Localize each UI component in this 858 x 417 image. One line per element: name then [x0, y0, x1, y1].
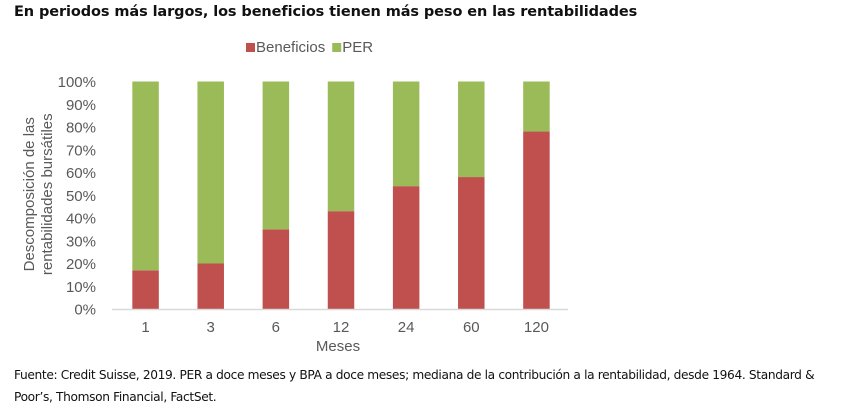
source-note: Fuente: Credit Suisse, 2019. PER a doce … — [14, 368, 815, 404]
bar-beneficios-6 — [262, 229, 290, 309]
legend-label-beneficios: Beneficios — [256, 39, 325, 56]
y-tick-label: 20% — [66, 256, 96, 273]
y-tick-label: 80% — [66, 120, 96, 137]
y-tick-label: 30% — [66, 233, 96, 250]
bar-beneficios-120 — [523, 131, 550, 309]
bar-per-120 — [523, 81, 550, 132]
x-axis-label: Meses — [316, 338, 360, 355]
bar-beneficios-3 — [197, 263, 224, 309]
x-tick-label: 120 — [524, 319, 549, 336]
x-tick-label: 6 — [272, 319, 280, 336]
x-tick-label: 12 — [333, 319, 350, 336]
y-tick-label: 40% — [66, 211, 96, 228]
bar-beneficios-60 — [458, 177, 485, 309]
y-axis-label-line: rentabilidades bursátiles — [39, 113, 56, 275]
bar-beneficios-12 — [327, 211, 355, 309]
y-tick-label: 0% — [74, 302, 96, 319]
y-tick-label: 100% — [58, 74, 96, 91]
chart-title: En periodos más largos, los beneficios t… — [14, 4, 638, 20]
x-tick-label: 3 — [207, 319, 215, 336]
bar-per-24 — [392, 81, 420, 187]
x-tick-label: 1 — [141, 319, 149, 336]
y-tick-label: 10% — [66, 279, 96, 296]
y-axis: 0% 10% 20% 30% 40% 50% 60% 70% 80% 90% 100% — [58, 74, 96, 319]
bar-per-3 — [197, 81, 224, 264]
bars — [132, 81, 550, 309]
legend-swatch-beneficios — [246, 43, 255, 52]
bar-beneficios-24 — [392, 186, 420, 309]
bar-beneficios-1 — [132, 270, 159, 309]
bar-per-6 — [262, 81, 290, 230]
y-axis-label: Descomposición de las rentabilidades burs… — [21, 113, 56, 275]
x-tick-label: 24 — [398, 319, 415, 336]
y-axis-label-line: Descomposición de las — [21, 117, 38, 271]
x-tick-label: 60 — [463, 319, 480, 336]
y-tick-label: 70% — [66, 142, 96, 159]
y-tick-label: 90% — [66, 97, 96, 114]
legend-swatch-per — [332, 43, 342, 52]
x-axis: 1 3 6 12 24 60 120 — [141, 319, 549, 336]
legend: Beneficios PER — [246, 39, 373, 56]
bar-per-1 — [132, 81, 159, 271]
y-tick-label: 60% — [66, 165, 96, 182]
bar-per-12 — [327, 81, 355, 212]
bar-per-60 — [458, 81, 485, 178]
y-tick-label: 50% — [66, 188, 96, 205]
legend-label-per: PER — [342, 39, 373, 56]
